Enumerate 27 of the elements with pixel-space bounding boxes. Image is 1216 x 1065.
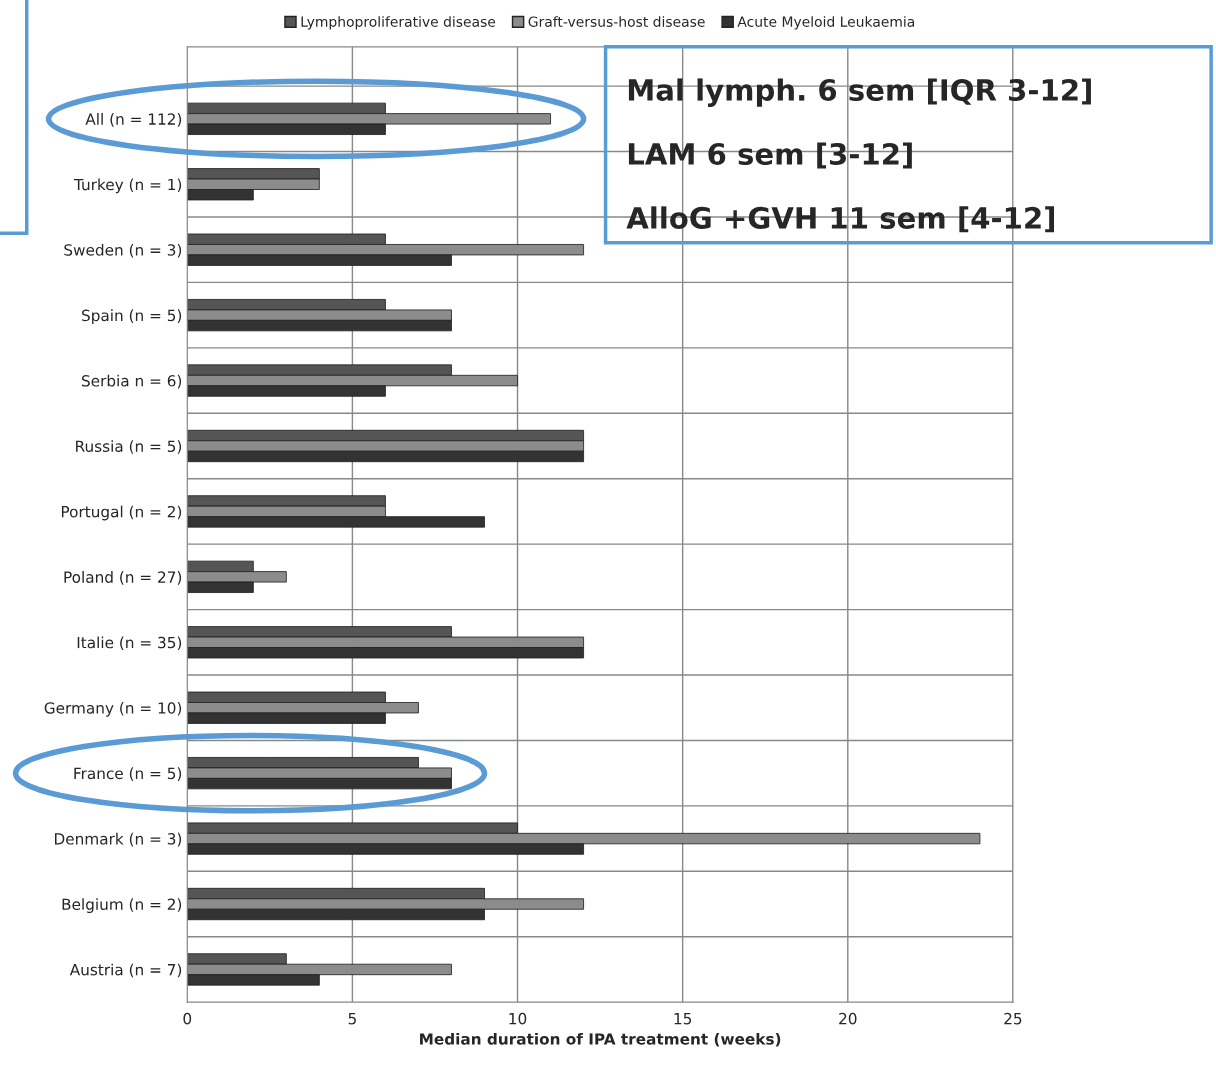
y-tick-label: Spain (n = 5) <box>82 309 182 325</box>
y-tick-label: Italie (n = 35) <box>77 636 182 651</box>
y-tick-label: Sweden (n = 3) <box>64 243 182 258</box>
y-tick-label: France (n = 5) <box>74 767 182 781</box>
y-tick-label: Serbia n = 6) <box>81 374 182 389</box>
annotation: Mal lymph. 6 sem [IQR 3-12] <box>628 78 1091 107</box>
y-tick-label: Austria (n = 7) <box>69 963 182 978</box>
x-tick-label: 10 <box>509 1012 527 1025</box>
y-tick-label: All (n = 112) <box>85 113 182 127</box>
x-tick-label: 5 <box>348 1013 356 1025</box>
x-tick-label: 15 <box>674 1013 692 1025</box>
y-tick-label: Portugal (n = 2) <box>61 505 182 521</box>
y-tick-label: Denmark (n = 3) <box>54 832 182 847</box>
x-tick-label: 20 <box>839 1012 857 1025</box>
annotation: LAM 6 sem [3-12] <box>628 142 912 169</box>
y-tick-label: Germany (n = 10) <box>44 701 182 717</box>
x-tick-label: 25 <box>1004 1012 1022 1025</box>
legend-label: Lymphoproliferative disease <box>301 16 496 30</box>
annotation: AlloG +GVH 11 sem [4-12] <box>626 206 1055 233</box>
x-axis-title: Median duration of IPA treatment (weeks) <box>420 1032 781 1047</box>
x-tick-label: 0 <box>183 1012 192 1025</box>
y-tick-label: Turkey (n = 1) <box>73 178 182 194</box>
y-tick-label: Russia (n = 5) <box>76 440 182 454</box>
y-tick-label: Belgium (n = 2) <box>62 898 182 913</box>
legend-label: Acute Myeloid Leukaemia <box>737 16 914 30</box>
legend-label: Graft-versus-host disease <box>528 16 705 27</box>
y-tick-label: Poland (n = 27) <box>64 571 182 585</box>
